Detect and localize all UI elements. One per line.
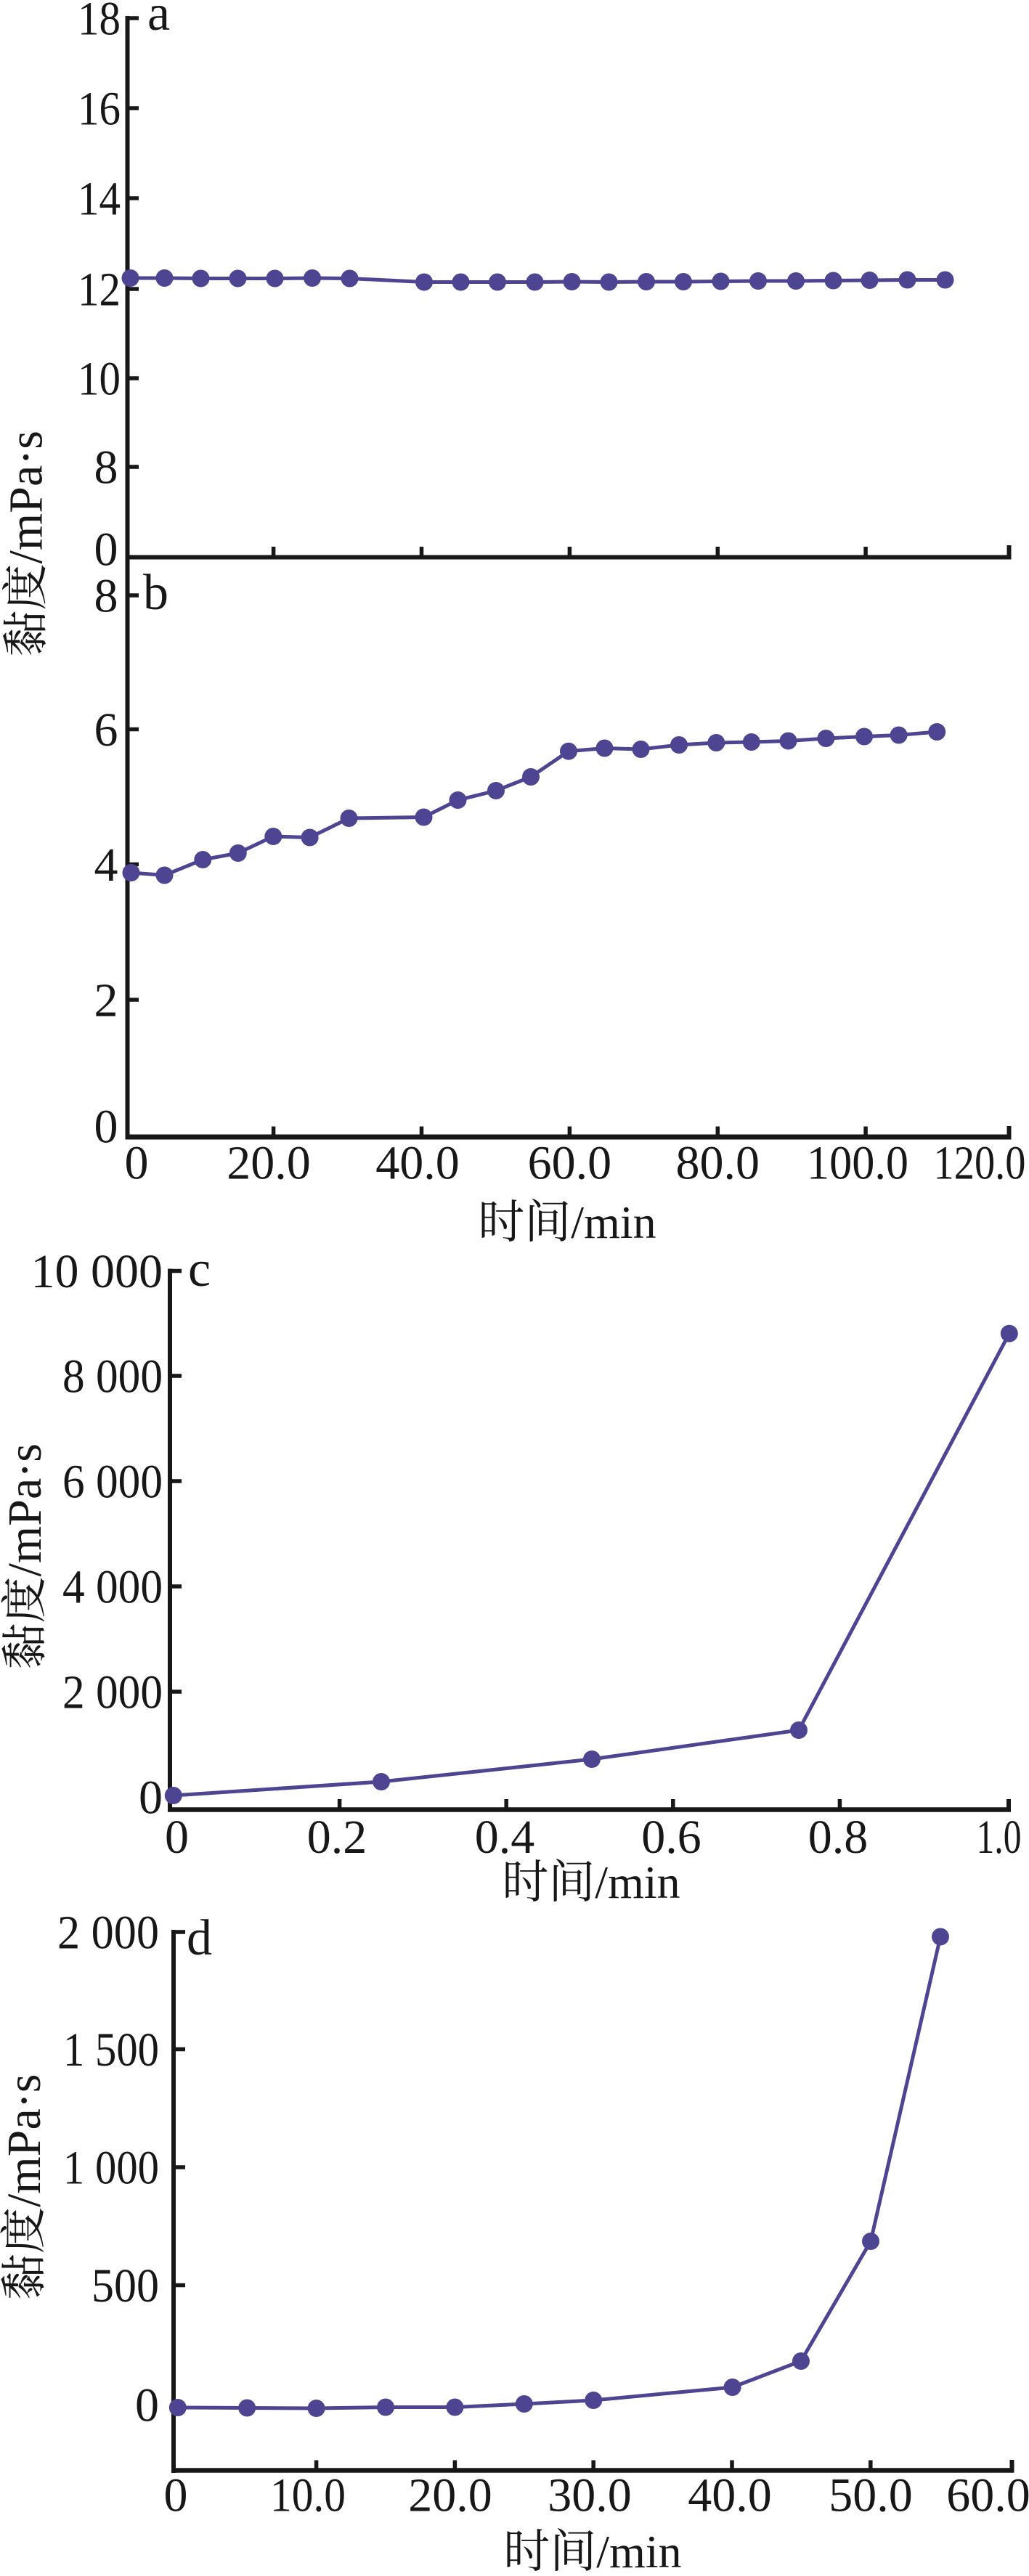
svg-text:18: 18: [78, 0, 121, 46]
svg-text:c: c: [188, 1242, 211, 1297]
svg-text:6 000: 6 000: [62, 1456, 163, 1509]
svg-text:4 000: 4 000: [62, 1561, 163, 1614]
svg-text:/min: /min: [595, 1856, 680, 1908]
svg-text:1.0: 1.0: [977, 1811, 1022, 1864]
svg-text:0.2: 0.2: [307, 1811, 367, 1864]
svg-text:30.0: 30.0: [548, 2469, 632, 2522]
svg-text:60.0: 60.0: [528, 1137, 612, 1190]
svg-text:10 000: 10 000: [31, 1245, 163, 1298]
svg-text:0: 0: [135, 2379, 159, 2432]
svg-text:0: 0: [125, 1137, 149, 1190]
svg-text:0: 0: [164, 2469, 188, 2522]
svg-text:14: 14: [78, 173, 121, 226]
svg-text:2 000: 2 000: [57, 1907, 159, 1960]
svg-text:1 000: 1 000: [63, 2142, 159, 2195]
svg-text:2: 2: [94, 974, 118, 1027]
svg-text:20.0: 20.0: [227, 1137, 311, 1190]
svg-text:50.0: 50.0: [829, 2469, 913, 2522]
svg-text:8 000: 8 000: [62, 1350, 163, 1403]
svg-text:/mPa·s: /mPa·s: [0, 431, 52, 563]
svg-text:12: 12: [78, 264, 121, 317]
svg-text:/min: /min: [596, 2526, 681, 2572]
svg-text:500: 500: [91, 2259, 159, 2312]
svg-text:16: 16: [78, 83, 121, 136]
svg-text:0: 0: [94, 523, 118, 576]
svg-text:1 500: 1 500: [63, 2023, 159, 2076]
svg-text:60.0: 60.0: [946, 2469, 1029, 2522]
svg-text:40.0: 40.0: [375, 1137, 460, 1190]
svg-text:120.0: 120.0: [934, 1137, 1026, 1190]
svg-text:0.8: 0.8: [808, 1811, 869, 1864]
svg-text:6: 6: [94, 704, 118, 757]
svg-text:100.0: 100.0: [807, 1137, 908, 1190]
svg-text:a: a: [147, 0, 170, 41]
svg-text:2 000: 2 000: [62, 1666, 163, 1719]
svg-text:/mPa·s: /mPa·s: [0, 2074, 51, 2207]
svg-text:0: 0: [165, 1811, 189, 1864]
svg-text:0.4: 0.4: [475, 1811, 535, 1864]
svg-text:10.0: 10.0: [270, 2469, 346, 2522]
svg-text:0: 0: [94, 1101, 118, 1154]
svg-text:b: b: [143, 565, 168, 621]
svg-text:8: 8: [94, 570, 118, 623]
svg-text:/mPa·s: /mPa·s: [0, 1443, 52, 1576]
svg-text:0.6: 0.6: [641, 1811, 701, 1864]
svg-text:d: d: [187, 1910, 212, 1966]
svg-text:4: 4: [94, 839, 118, 892]
svg-text:0: 0: [139, 1772, 163, 1825]
svg-text:80.0: 80.0: [676, 1137, 760, 1190]
svg-text:8: 8: [94, 441, 118, 494]
svg-text:/min: /min: [571, 1197, 656, 1248]
svg-text:20.0: 20.0: [408, 2469, 492, 2522]
svg-text:40.0: 40.0: [688, 2469, 772, 2522]
svg-text:10: 10: [78, 353, 121, 406]
